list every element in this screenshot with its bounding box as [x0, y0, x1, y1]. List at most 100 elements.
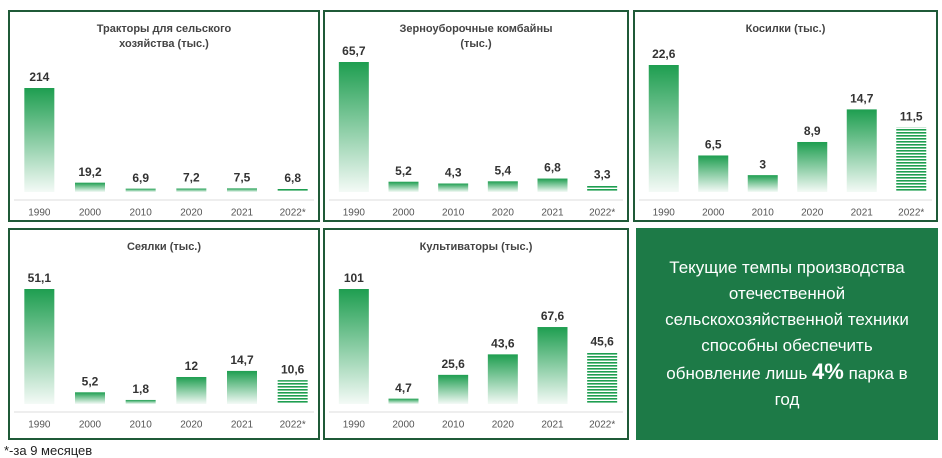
value-label: 14,7 — [230, 353, 254, 367]
value-label: 6,9 — [132, 171, 149, 185]
x-tick-label: 2020 — [180, 420, 203, 431]
x-tick-label: 2022* — [589, 208, 615, 219]
x-tick-label: 1990 — [653, 208, 676, 219]
value-label: 25,6 — [441, 357, 465, 371]
x-tick-label: 2021 — [541, 208, 564, 219]
chart-title: Зерноуборочные комбайны (тыс.) — [399, 23, 553, 50]
x-tick-label: 2021 — [231, 420, 254, 431]
value-label: 4,7 — [395, 381, 412, 395]
bar — [587, 185, 618, 192]
bar — [176, 376, 207, 404]
bar — [797, 141, 828, 192]
bar — [227, 188, 257, 192]
x-tick-label: 2000 — [392, 208, 415, 219]
value-label: 43,6 — [491, 337, 515, 351]
chart: 22,6 1990 6,5 2000 3 2010 8,9 2020 14,7 2021 11,5 2… — [639, 47, 932, 219]
bar — [487, 354, 518, 404]
x-tick-label: 2020 — [180, 208, 203, 219]
bar — [24, 289, 55, 404]
bar — [438, 183, 469, 192]
value-label: 67,6 — [541, 309, 565, 323]
x-tick-label: 2010 — [442, 420, 465, 431]
callout-tail: парка в год — [774, 364, 908, 409]
chart-title: Косилки (тыс.) — [745, 23, 826, 35]
x-tick-label: 2000 — [392, 420, 415, 431]
bar — [438, 374, 469, 404]
chart: 65,7 1990 5,2 2000 4,3 2010 5,4 2020 6,8 2021 3,3 2… — [329, 44, 623, 219]
value-label: 12 — [185, 359, 199, 373]
x-tick-label: 2022* — [898, 208, 924, 219]
value-label: 7,2 — [183, 171, 200, 185]
chart-panel: 101 1990 4,7 2000 25,6 2010 43,6 2020 67,6 2021 45… — [323, 228, 629, 440]
x-tick-label: 2020 — [801, 208, 824, 219]
callout-text: Текущие темпы производства отечественной… — [654, 255, 920, 413]
value-label: 7,5 — [234, 171, 251, 185]
value-label: 6,8 — [284, 171, 301, 185]
bar — [388, 181, 419, 192]
bar — [277, 188, 308, 192]
chart: 101 1990 4,7 2000 25,6 2010 43,6 2020 67,6 2021 45… — [329, 271, 623, 431]
value-label: 3,3 — [594, 168, 611, 182]
x-tick-label: 1990 — [343, 420, 366, 431]
bar — [846, 109, 877, 192]
x-tick-label: 2000 — [79, 420, 102, 431]
value-label: 214 — [29, 70, 49, 84]
bar — [24, 88, 55, 192]
x-tick-label: 2020 — [492, 208, 515, 219]
x-tick-label: 2010 — [752, 208, 775, 219]
chart: 51,1 1990 5,2 2000 1,8 2010 12 2020 14,7 2021 10,6… — [14, 271, 314, 431]
bar — [227, 370, 257, 404]
bar — [896, 127, 927, 192]
bar — [537, 327, 568, 404]
value-label: 45,6 — [590, 334, 614, 348]
value-label: 3 — [759, 157, 766, 171]
value-label: 5,2 — [395, 164, 412, 178]
callout-body: Текущие темпы производства отечественной… — [665, 258, 909, 383]
bar — [75, 392, 105, 404]
bar — [487, 181, 518, 192]
bar — [75, 182, 105, 192]
bar — [698, 155, 729, 192]
bar — [125, 399, 156, 404]
value-label: 8,9 — [804, 124, 821, 138]
value-label: 22,6 — [652, 47, 676, 61]
x-tick-label: 2022* — [589, 420, 615, 431]
chart-panel: 51,1 1990 5,2 2000 1,8 2010 12 2020 14,7 2021 10,6… — [8, 228, 320, 440]
chart-title: Сеялки (тыс.) — [126, 241, 202, 253]
x-tick-label: 2021 — [231, 208, 254, 219]
callout: Текущие темпы производства отечественной… — [636, 228, 938, 440]
x-tick-label: 1990 — [343, 208, 366, 219]
value-label: 4,3 — [445, 166, 462, 180]
bar — [277, 380, 308, 404]
bar — [587, 352, 618, 404]
x-tick-label: 2020 — [492, 420, 515, 431]
value-label: 19,2 — [78, 165, 102, 179]
bar — [537, 178, 568, 192]
chart-panel: 65,7 1990 5,2 2000 4,3 2010 5,4 2020 6,8 2021 3,3 2… — [323, 10, 629, 222]
bar — [648, 65, 679, 192]
value-label: 51,1 — [28, 271, 52, 285]
x-tick-label: 2021 — [851, 208, 874, 219]
x-tick-label: 1990 — [28, 420, 51, 431]
bar — [747, 175, 778, 192]
x-tick-label: 1990 — [28, 208, 51, 219]
x-tick-label: 2000 — [79, 208, 102, 219]
value-label: 11,5 — [900, 110, 923, 124]
value-label: 65,7 — [342, 44, 366, 58]
x-tick-label: 2022* — [280, 420, 306, 431]
callout-highlight: 4% — [812, 359, 844, 384]
x-tick-label: 2021 — [541, 420, 564, 431]
x-tick-label: 2022* — [280, 208, 306, 219]
chart: 214 1990 19,2 2000 6,9 2010 7,2 2020 7,5 2021 6,8 2… — [14, 70, 314, 219]
value-label: 6,5 — [705, 138, 722, 152]
chart-title: Тракторы для сельского хозяйства (тыс.) — [96, 23, 232, 50]
bar — [388, 398, 419, 404]
value-label: 101 — [344, 271, 364, 285]
chart-title: Культиваторы (тыс.) — [419, 241, 533, 253]
value-label: 5,2 — [82, 374, 99, 388]
footnote: *-за 9 месяцев — [4, 443, 93, 458]
chart-panel: 22,6 1990 6,5 2000 3 2010 8,9 2020 14,7 2021 11,5 2… — [633, 10, 938, 222]
x-tick-label: 2000 — [702, 208, 725, 219]
value-label: 1,8 — [132, 382, 149, 396]
